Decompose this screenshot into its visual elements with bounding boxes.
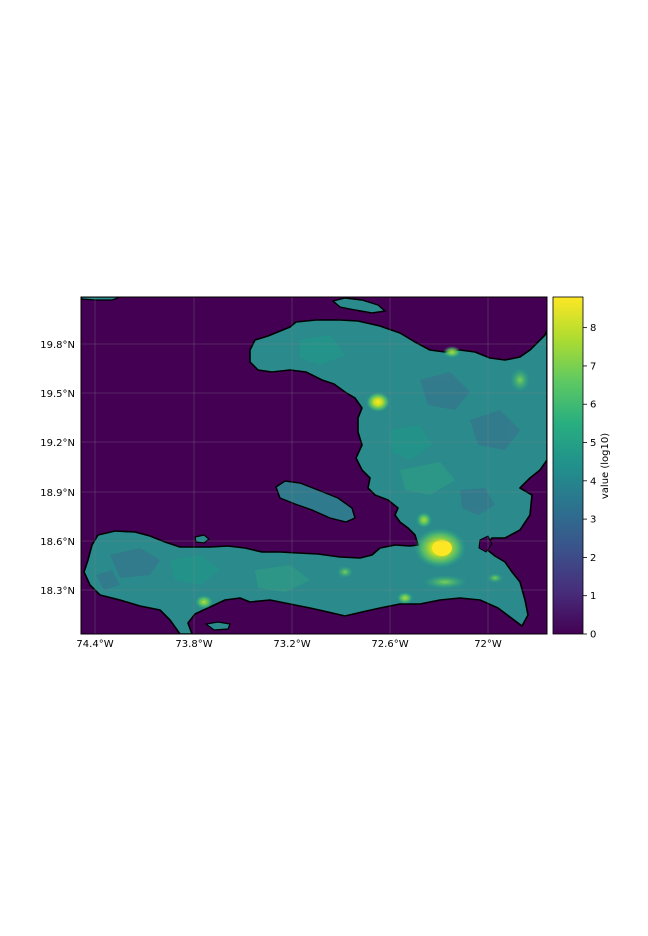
lat-tick-label: 19.8°N	[40, 340, 75, 351]
hotspot-southwest	[337, 566, 353, 578]
colorbar-tick-label: 4	[590, 476, 596, 487]
lat-tick-labels: 19.8°N 19.5°N 19.2°N 18.9°N 18.6°N 18.3°…	[40, 340, 75, 597]
northwest-land-fragment	[81, 297, 121, 301]
lat-tick-label: 18.6°N	[40, 537, 75, 548]
colorbar: 0 1 2 3 4 5 6 7 8 value (log10)	[552, 296, 611, 641]
hotspot-jacmel	[397, 592, 413, 604]
hotspot-saint-marc	[416, 512, 432, 528]
colorbar-ticks: 0 1 2 3 4 5 6 7 8	[583, 323, 596, 641]
colorbar-gradient	[552, 296, 584, 635]
cayemite-island	[194, 534, 210, 544]
hotspot-port-au-prince-core	[432, 540, 452, 556]
hotspot-east	[487, 573, 503, 583]
colorbar-tick-label: 0	[590, 630, 596, 641]
hotspots	[195, 346, 530, 609]
map-panel: 19.8°N 19.5°N 19.2°N 18.9°N 18.6°N 18.3°…	[40, 296, 548, 650]
lon-tick-labels: 74.4°W 73.8°W 73.2°W 72.6°W 72°W	[76, 639, 501, 650]
colorbar-label: value (log10)	[600, 433, 611, 499]
map-frame	[80, 296, 548, 635]
lat-tick-label: 19.5°N	[40, 389, 75, 400]
lat-tick-label: 19.2°N	[40, 438, 75, 449]
lat-tick-label: 18.3°N	[40, 586, 75, 597]
lat-tick-label: 18.9°N	[40, 488, 75, 499]
gridlines	[81, 297, 547, 634]
hotspot-cap-haitien	[443, 346, 461, 358]
lon-tick-label: 73.8°W	[175, 639, 212, 650]
lon-tick-label: 72°W	[474, 639, 502, 650]
lon-tick-label: 73.2°W	[273, 639, 310, 650]
hotspot-south-coast	[423, 575, 467, 589]
gonave-island	[275, 480, 356, 523]
lon-tick-label: 72.6°W	[371, 639, 408, 650]
colorbar-tick-label: 6	[590, 400, 596, 411]
colorbar-tick-label: 3	[590, 515, 596, 526]
lon-tick-label: 74.4°W	[76, 639, 113, 650]
ile-a-vache	[204, 621, 231, 631]
hotspot-les-cayes	[195, 595, 213, 609]
colorbar-tick-label: 1	[590, 591, 596, 602]
colorbar-tick-label: 5	[590, 438, 596, 449]
hotspot-northeast	[510, 368, 530, 392]
colorbar-tick-label: 2	[590, 553, 596, 564]
colorbar-tick-label: 7	[590, 361, 596, 372]
hotspot-gonaives	[366, 392, 390, 412]
texture-patches	[96, 335, 520, 592]
land-layer	[81, 297, 547, 634]
colorbar-tick-label: 8	[590, 323, 596, 334]
lake-azuei	[478, 535, 493, 553]
tortuga-island	[331, 297, 387, 314]
